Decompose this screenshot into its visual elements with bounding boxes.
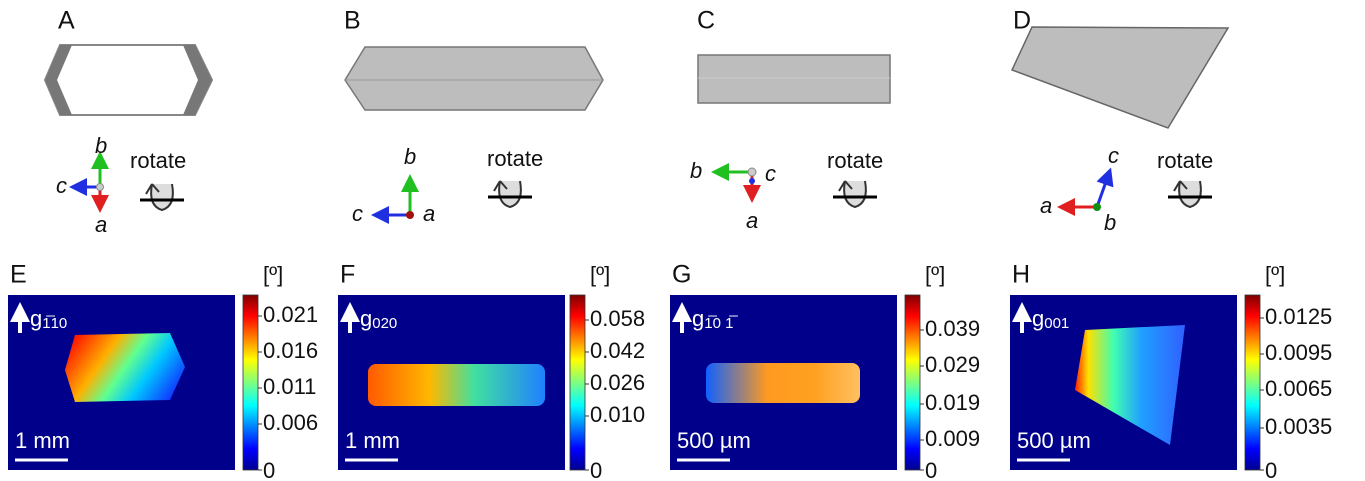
panel-label: C	[697, 7, 715, 35]
axis-label: b	[404, 144, 416, 169]
origin	[749, 178, 755, 184]
axis-arrow	[1095, 167, 1114, 208]
map-panel: E [º] g1̅10 1 mm 0.021 0.016 0.011 0.006 0	[8, 261, 318, 481]
axis-label: a	[746, 208, 758, 233]
origin	[406, 211, 414, 219]
axis-label: b	[95, 133, 107, 158]
colorbar-tick-label: 0.0095	[1265, 340, 1332, 365]
rotate-icon	[831, 179, 879, 209]
map-panel: G [º] g1̅0 1̅ 500 µm 0.039 0.029 0.019 0.009 0	[670, 261, 980, 481]
colorbar-tick-label: 0.026	[590, 370, 645, 395]
colorbar-tick-label: 0.039	[925, 316, 980, 341]
colorbar-tick-label: 0	[263, 458, 275, 481]
rotate-label: rotate	[827, 148, 883, 173]
unit-label: [º]	[590, 262, 610, 287]
colorbar-tick-label: 0.058	[590, 306, 645, 331]
scale-bar-label: 500 µm	[1017, 428, 1091, 453]
vector-symbol: g	[360, 306, 372, 331]
colorbar-tick-label: 0.042	[590, 338, 645, 363]
vector-symbol: g	[30, 306, 42, 331]
axis-label: a	[1040, 193, 1052, 218]
panel-label: H	[1012, 261, 1030, 289]
panel-a: A b c a rotate	[43, 7, 214, 237]
colorbar-tick-label: 0.006	[263, 410, 318, 435]
panel-label: F	[340, 261, 355, 289]
rotate-icon	[138, 182, 186, 212]
colorbar-tick-label: 0	[590, 458, 602, 481]
vector-label: g1̅10	[30, 306, 67, 332]
colorbar-tick-label: 0.0125	[1265, 304, 1332, 329]
map-panel: F [º] g020 1 mm 0.058 0.042 0.026 0.010 0	[338, 261, 645, 481]
vector-index: 020	[372, 315, 397, 332]
vector-symbol: g	[692, 306, 704, 331]
axis-label: a	[423, 201, 435, 226]
crystal-map	[1075, 325, 1185, 445]
colorbar	[904, 294, 921, 471]
scale-bar-label: 1 mm	[345, 428, 400, 453]
panel-label: G	[672, 261, 691, 289]
colorbar-tick-label: 0.010	[590, 402, 645, 427]
colorbar	[242, 294, 259, 471]
crystal-face	[45, 45, 72, 115]
rotate-icon	[486, 179, 534, 209]
crystal-shape	[697, 54, 891, 104]
origin	[1093, 203, 1101, 211]
panel-label: A	[58, 7, 75, 35]
unit-label: [º]	[925, 262, 945, 287]
rotate-label: rotate	[130, 148, 186, 173]
colorbar-tick-label: 0	[1265, 458, 1277, 481]
panel-b: B b c a rotate	[344, 7, 604, 226]
map-panel: H [º] g001 500 µm 0.0125 0.0095 0.0065 0.0035 0	[1010, 261, 1332, 481]
unit-label: [º]	[263, 262, 283, 287]
colorbar	[569, 294, 586, 471]
colorbar-tick-label: 0.019	[925, 390, 980, 415]
axis-label: c	[56, 173, 67, 198]
scale-bar-label: 500 µm	[677, 428, 751, 453]
vector-label: g020	[360, 306, 397, 332]
scale-bar-label: 1 mm	[15, 428, 70, 453]
rotate-label: rotate	[1157, 148, 1213, 173]
vector-index: 1̅10	[42, 315, 67, 332]
crystal-face	[183, 45, 212, 115]
colorbar-tick-label: 0.011	[263, 374, 316, 399]
axis-label: b	[1104, 210, 1116, 235]
vector-index: 1̅0 1̅	[704, 315, 738, 332]
origin	[747, 167, 757, 177]
vector-index: 001	[1044, 315, 1069, 332]
vector-symbol: g	[1032, 306, 1044, 331]
axis-label: b	[690, 158, 702, 183]
panel-label: E	[10, 261, 27, 289]
colorbar	[1244, 294, 1261, 471]
unit-label: [º]	[1265, 262, 1285, 287]
colorbar-tick-label: 0	[925, 458, 937, 481]
vector-label: g1̅0 1̅	[692, 306, 738, 332]
panel-label: B	[344, 7, 361, 35]
colorbar-tick-label: 0.0035	[1265, 414, 1332, 439]
panel-label: D	[1013, 7, 1031, 35]
axis-label: c	[765, 161, 776, 186]
crystal-map	[65, 333, 185, 402]
rotate-icon	[1166, 179, 1214, 209]
colorbar-tick-label: 0.009	[925, 426, 980, 451]
axis-label: a	[95, 212, 107, 237]
colorbar-tick-label: 0.029	[925, 352, 980, 377]
panel-d: D c a b rotate	[1010, 7, 1230, 235]
crystal-map	[706, 363, 860, 403]
origin	[96, 183, 104, 191]
colorbar-tick-label: 0.0065	[1265, 376, 1332, 401]
crystal-shape	[43, 44, 214, 116]
axis-label: c	[352, 201, 363, 226]
colorbar-tick-label: 0.016	[263, 338, 318, 363]
axis-label: c	[1108, 143, 1119, 168]
crystal-shape	[1010, 26, 1230, 129]
colorbar-tick-label: 0.021	[263, 302, 318, 327]
crystal-shape	[344, 46, 604, 111]
rotate-label: rotate	[487, 146, 543, 171]
crystal-map	[368, 364, 545, 406]
panel-c: C b c a rotate	[690, 7, 891, 233]
vector-label: g001	[1032, 306, 1069, 332]
